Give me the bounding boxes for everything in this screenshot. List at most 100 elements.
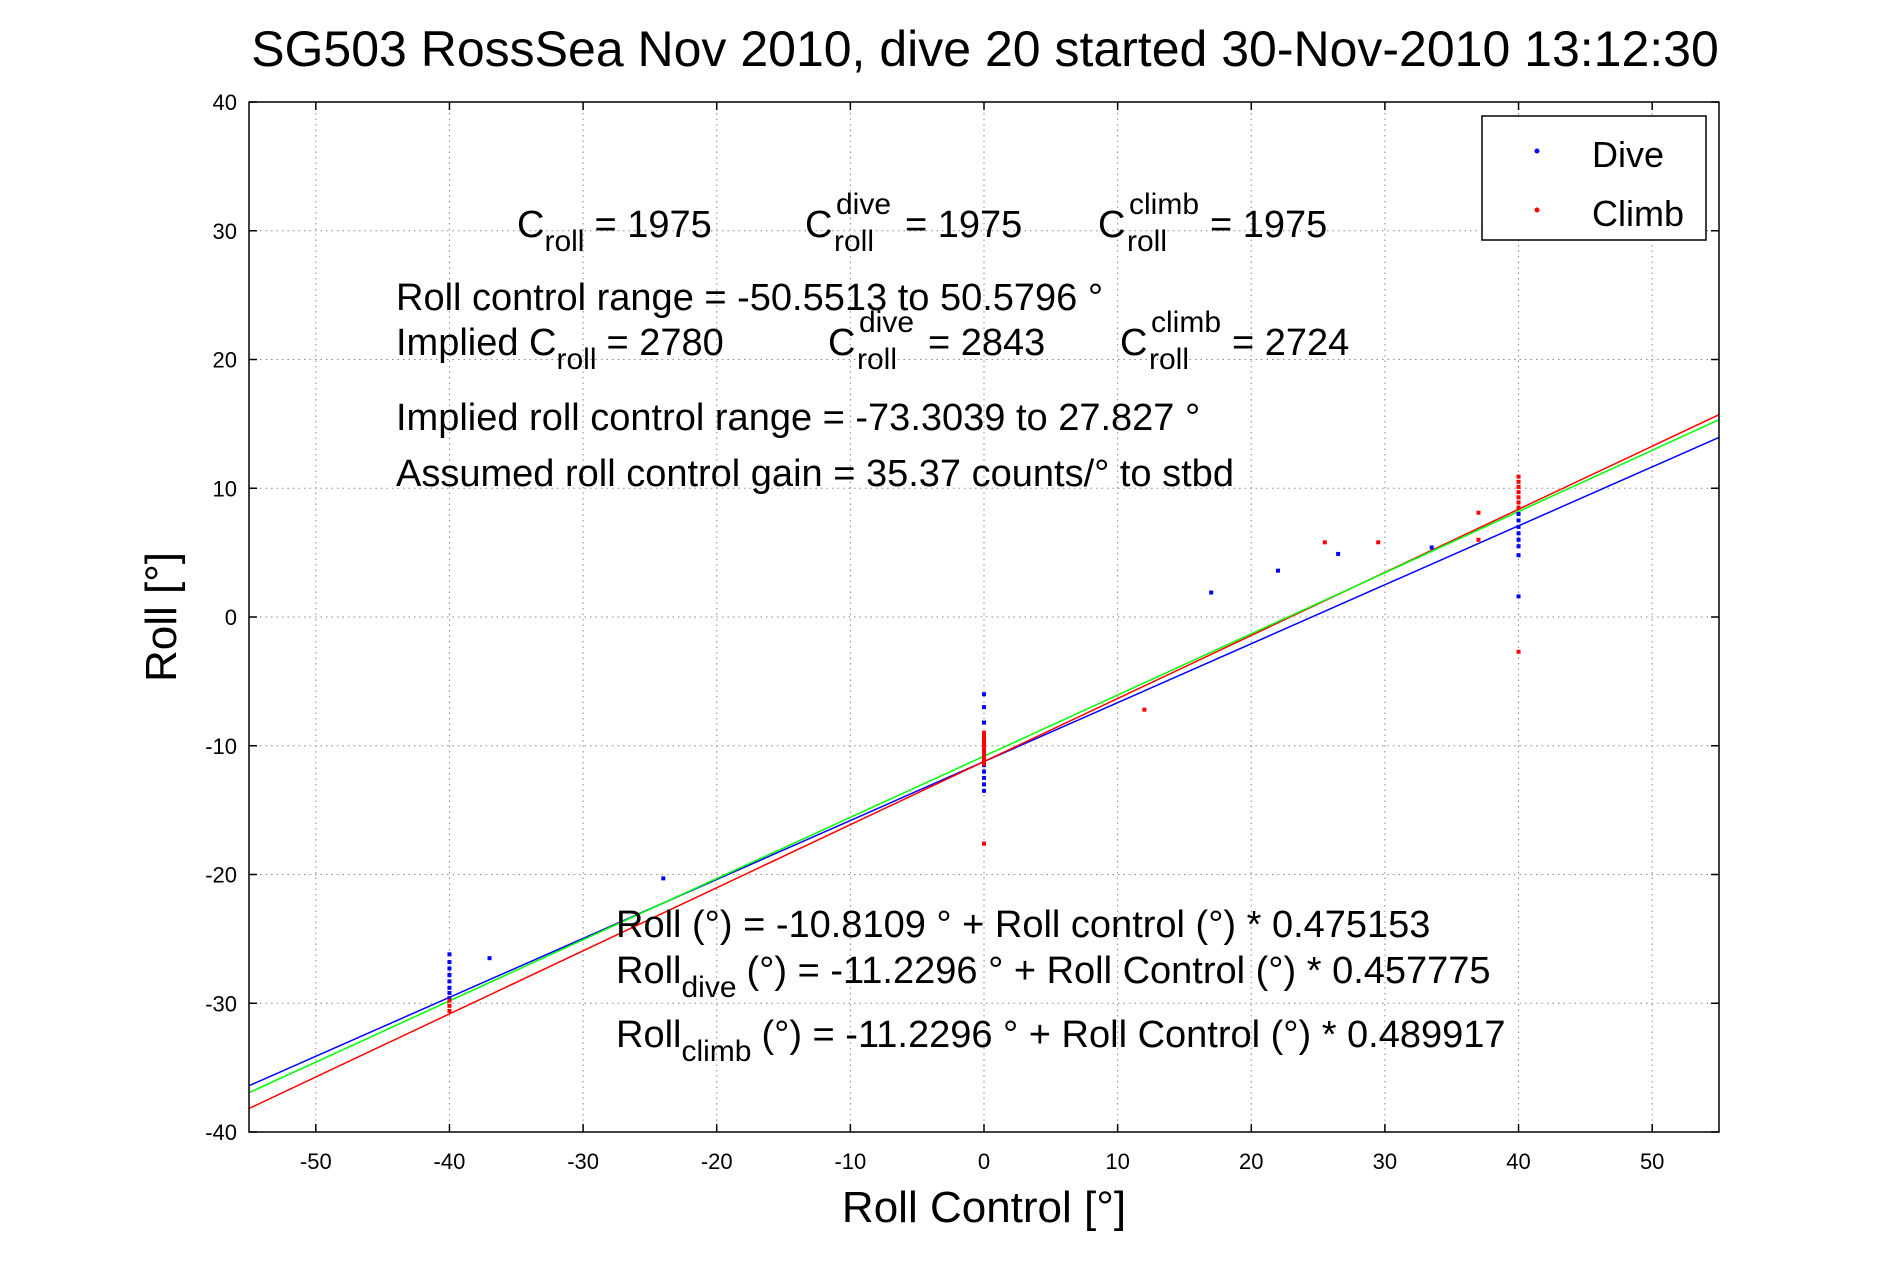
- data-point: [982, 750, 986, 755]
- annotations: Croll = 1975 C roll dive = 1975 C roll cl…: [396, 181, 1506, 1068]
- implied-croll: Implied Croll = 2780: [396, 322, 724, 376]
- data-point: [1516, 553, 1521, 558]
- data-point: [447, 998, 452, 1003]
- data-point: [447, 972, 452, 977]
- y-tick-label: -20: [205, 863, 237, 888]
- croll-dive-label: C roll dive = 1975: [805, 181, 1022, 260]
- data-point: [487, 956, 492, 961]
- data-point: [982, 788, 986, 793]
- data-point: [1516, 484, 1521, 489]
- data-point: [447, 1003, 452, 1008]
- data-point: [1476, 537, 1481, 542]
- data-point: [447, 952, 452, 957]
- y-tick-label: 30: [213, 219, 237, 244]
- x-tick-label: -30: [567, 1149, 599, 1174]
- data-point: [982, 746, 986, 751]
- y-tick-label: 20: [213, 348, 237, 373]
- data-point: [1336, 551, 1341, 556]
- eq-roll: Roll (°) = -10.8109 ° + Roll control (°)…: [616, 904, 1430, 946]
- x-tick-label: 50: [1640, 1149, 1664, 1174]
- assumed-gain: Assumed roll control gain = 35.37 counts…: [396, 453, 1234, 495]
- x-tick-label: 20: [1239, 1149, 1263, 1174]
- data-point: [1516, 474, 1521, 479]
- data-point: [447, 1008, 452, 1013]
- x-tick-label: -50: [300, 1149, 332, 1174]
- data-point: [447, 960, 452, 965]
- croll-label: Croll = 1975: [517, 204, 712, 258]
- data-point: [1516, 512, 1521, 516]
- data-point: [982, 705, 986, 710]
- data-point: [447, 966, 452, 971]
- x-tick-label: 0: [978, 1149, 990, 1174]
- data-point: [1516, 531, 1521, 536]
- implied-croll-climb: C roll climb = 2724: [1120, 299, 1349, 378]
- data-point: [1516, 649, 1521, 654]
- chart-title: SG503 RossSea Nov 2010, dive 20 started …: [251, 21, 1719, 77]
- data-points: [447, 474, 1521, 1013]
- data-point: [982, 730, 986, 735]
- tick-labels: -50 -40 -30 -20 -10 0 10 20 30 40 50 -40 -30 -20 -10 0 1…: [205, 90, 1664, 1174]
- series-climb: [447, 474, 1521, 1013]
- y-tick-label: 10: [213, 476, 237, 501]
- data-point: [1516, 479, 1521, 484]
- x-tick-label: -20: [701, 1149, 733, 1174]
- data-point: [982, 738, 986, 743]
- data-point: [1516, 490, 1521, 495]
- legend-box: [1481, 115, 1707, 241]
- y-tick-label: -40: [205, 1120, 237, 1145]
- data-point: [447, 979, 452, 984]
- y-tick-label: -10: [205, 734, 237, 759]
- y-axis-label: Roll [°]: [137, 552, 186, 682]
- data-point: [1322, 540, 1327, 545]
- data-point: [1376, 540, 1381, 545]
- legend: Dive Climb: [1481, 115, 1707, 241]
- x-tick-label: 40: [1506, 1149, 1530, 1174]
- legend-climb-label: Climb: [1592, 193, 1684, 234]
- data-point: [1516, 594, 1521, 599]
- data-point: [982, 757, 986, 762]
- axis-ticks: [249, 101, 1719, 1133]
- data-point: [1516, 518, 1521, 523]
- x-tick-label: 30: [1373, 1149, 1397, 1174]
- data-point: [982, 841, 986, 846]
- data-point: [447, 985, 452, 990]
- data-point: [982, 782, 986, 787]
- legend-dive-label: Dive: [1592, 134, 1664, 175]
- eq-roll-dive: Rolldive (°) = -11.2296 ° + Roll Control …: [616, 950, 1491, 1004]
- eq-roll-climb: Rollclimb (°) = -11.2296 ° + Roll Control…: [616, 1014, 1506, 1068]
- data-point: [982, 734, 986, 739]
- data-point: [447, 990, 452, 995]
- series-dive: [447, 512, 1521, 1001]
- data-point: [1476, 510, 1481, 515]
- data-point: [982, 754, 986, 759]
- data-point: [1209, 590, 1214, 595]
- implied-range: Implied roll control range = -73.3039 to…: [396, 397, 1200, 439]
- data-point: [982, 761, 986, 766]
- y-tick-label: 40: [213, 90, 237, 115]
- data-point: [1516, 495, 1521, 500]
- data-point: [982, 775, 986, 780]
- roll-control-range: Roll control range = -50.5513 to 50.5796…: [396, 277, 1103, 319]
- data-point: [982, 742, 986, 747]
- data-point: [1516, 537, 1521, 542]
- x-tick-label: -40: [434, 1149, 466, 1174]
- y-tick-label: 0: [225, 605, 237, 630]
- x-axis-label: Roll Control [°]: [842, 1183, 1126, 1232]
- implied-croll-dive: C roll dive = 2843: [828, 299, 1045, 378]
- data-point: [1516, 505, 1521, 510]
- data-point: [1142, 707, 1147, 712]
- x-tick-label: 10: [1105, 1149, 1129, 1174]
- data-point: [447, 996, 452, 1001]
- data-point: [1429, 545, 1434, 550]
- y-tick-label: -30: [205, 991, 237, 1016]
- data-point: [1516, 524, 1521, 529]
- data-point: [1276, 568, 1280, 573]
- data-point: [1516, 500, 1521, 505]
- data-point: [982, 692, 986, 697]
- legend-climb-marker: [1534, 207, 1540, 213]
- legend-dive-marker: [1534, 148, 1540, 154]
- data-point: [661, 876, 666, 881]
- croll-climb-label: C roll climb = 1975: [1098, 181, 1327, 260]
